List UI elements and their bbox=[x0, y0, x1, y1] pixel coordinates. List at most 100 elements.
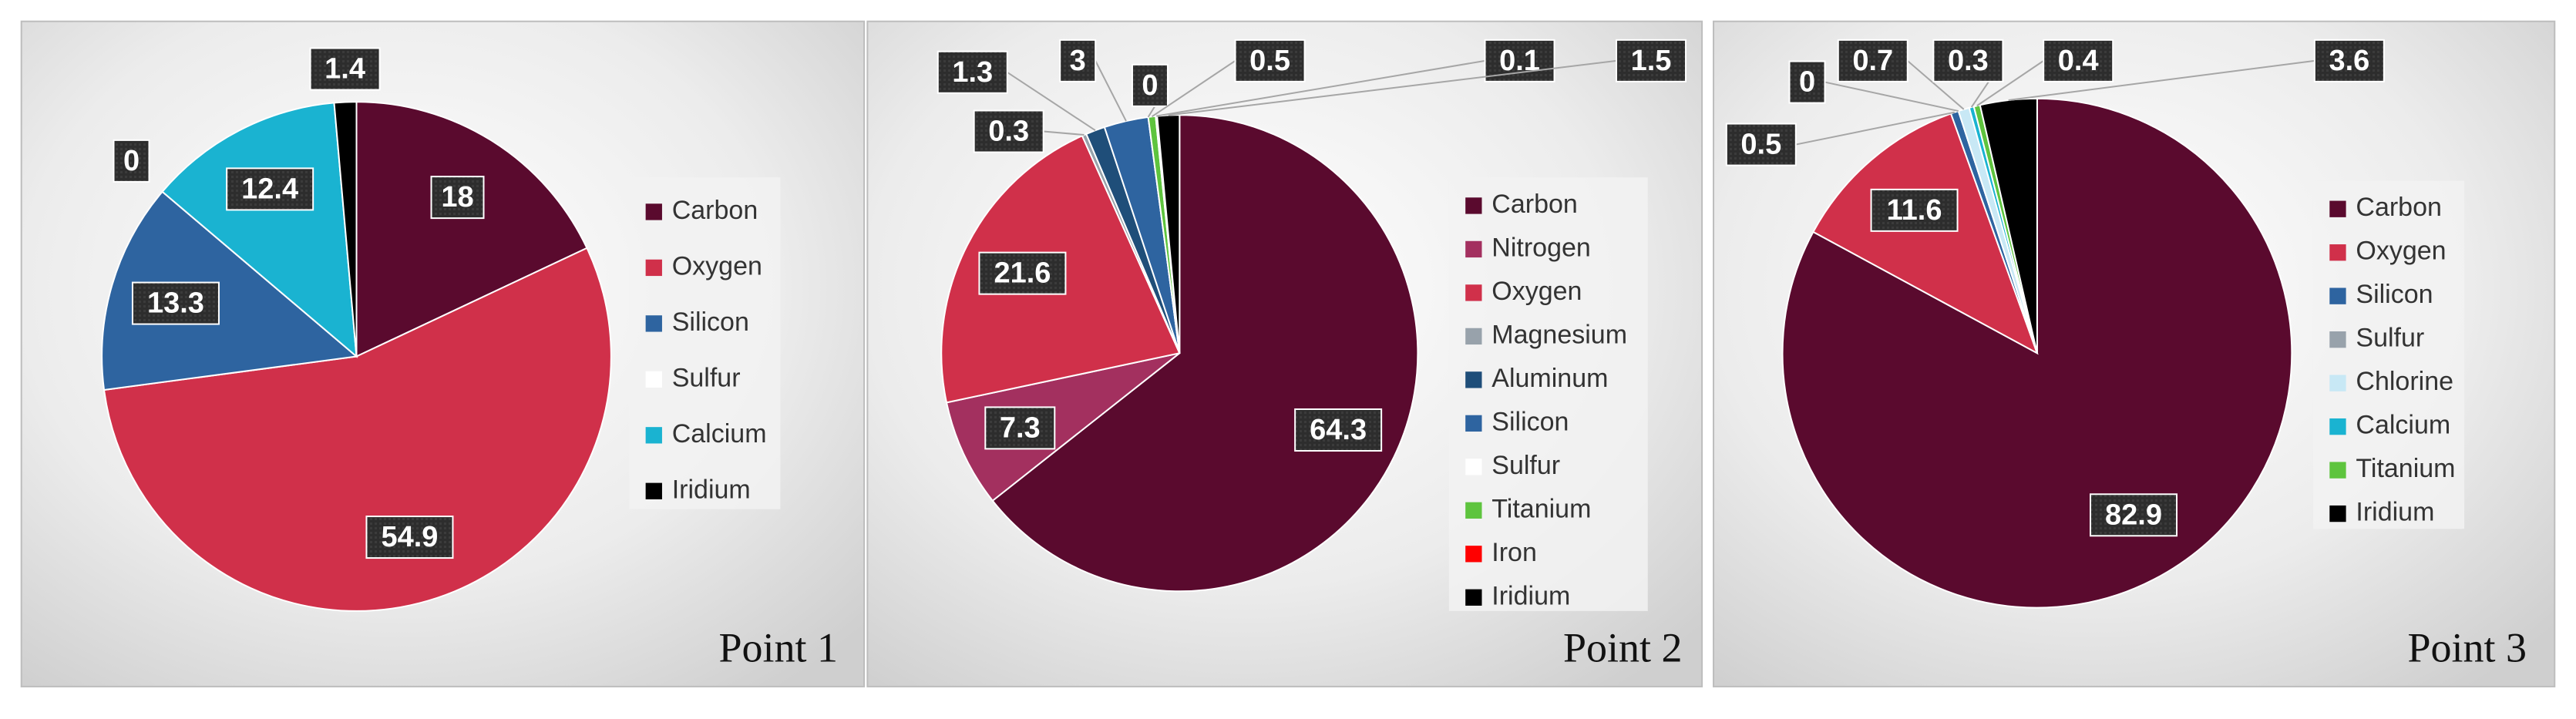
pie-slice bbox=[355, 101, 588, 358]
data-label: 64.3 bbox=[1294, 408, 1383, 452]
legend-label: Carbon bbox=[1491, 190, 1578, 219]
pie-slice bbox=[1812, 113, 2039, 355]
data-label: 1.4 bbox=[309, 47, 381, 91]
data-label-text: 3 bbox=[1070, 45, 1086, 77]
data-label-box bbox=[2090, 493, 2178, 537]
leader-line bbox=[1151, 60, 1236, 118]
data-label-text: 0.5 bbox=[1249, 45, 1290, 77]
data-label-text: 1.4 bbox=[325, 53, 365, 86]
legend-swatch bbox=[645, 315, 662, 332]
legend-label: Oxygen bbox=[1491, 277, 1582, 306]
data-label-text: 0.7 bbox=[1852, 45, 1893, 77]
data-label-box bbox=[973, 109, 1044, 153]
legend-swatch bbox=[2329, 462, 2346, 479]
pie-slice bbox=[101, 190, 358, 391]
legend-label: Nitrogen bbox=[1491, 233, 1591, 262]
leader-line bbox=[1043, 130, 1085, 136]
data-label: 13.3 bbox=[131, 281, 220, 325]
data-label: 0.5 bbox=[1234, 39, 1306, 82]
data-label-text: 13.3 bbox=[147, 287, 204, 320]
pie-slice bbox=[991, 114, 1419, 593]
data-label-text: 64.3 bbox=[1310, 414, 1367, 446]
data-label: 0.7 bbox=[1837, 39, 1908, 82]
legend-swatch bbox=[645, 482, 662, 499]
data-label: 3.6 bbox=[2313, 39, 2385, 82]
legend-label: Carbon bbox=[672, 196, 758, 225]
data-label: 82.9 bbox=[2090, 493, 2178, 537]
data-label-box bbox=[978, 251, 1067, 295]
legend-swatch bbox=[1465, 546, 1482, 563]
data-label-box bbox=[1234, 39, 1306, 82]
legend-label: Iridium bbox=[1491, 581, 1570, 610]
legend-swatch bbox=[1465, 197, 1482, 214]
data-label-box bbox=[226, 167, 314, 211]
data-label: 11.6 bbox=[1870, 188, 1959, 232]
legend-swatch bbox=[1465, 589, 1482, 606]
data-label-box bbox=[1932, 39, 2004, 82]
legend-swatch bbox=[2329, 200, 2346, 217]
legend-label: Magnesium bbox=[1491, 320, 1627, 349]
legend-swatch bbox=[2329, 287, 2346, 304]
leader-line bbox=[1824, 81, 1959, 113]
data-label-box bbox=[2313, 39, 2385, 82]
data-label-text: 0.3 bbox=[1948, 45, 1989, 77]
data-label: 1.5 bbox=[1616, 39, 1687, 82]
panel-title: Point 1 bbox=[718, 625, 838, 671]
data-label-box bbox=[430, 176, 485, 220]
data-label-box bbox=[1725, 123, 1797, 166]
data-label-box bbox=[309, 47, 381, 91]
legend-label: Sulfur bbox=[2356, 324, 2424, 353]
legend-label: Titanium bbox=[1491, 494, 1591, 523]
data-label-box bbox=[2043, 39, 2114, 82]
legend-label: Titanium bbox=[2356, 454, 2455, 483]
data-label: 0.3 bbox=[1932, 39, 2004, 82]
data-label-box bbox=[1788, 60, 1826, 104]
leader-line bbox=[2008, 59, 2315, 101]
data-label-text: 1.5 bbox=[1631, 45, 1672, 77]
data-label: 0 bbox=[1788, 60, 1826, 104]
leader-line bbox=[1156, 59, 1485, 117]
legend-swatch bbox=[2329, 418, 2346, 435]
legend-swatch bbox=[2329, 375, 2346, 391]
legend-label: Sulfur bbox=[672, 363, 741, 392]
data-label: 21.6 bbox=[978, 251, 1067, 295]
legend-label: Iron bbox=[1491, 538, 1537, 567]
legend-swatch bbox=[645, 427, 662, 444]
legend-swatch bbox=[1465, 459, 1482, 475]
data-label-text: 0 bbox=[1142, 69, 1158, 102]
legend-swatch bbox=[1465, 284, 1482, 301]
legend-swatch bbox=[645, 259, 662, 277]
legend-swatch bbox=[1465, 371, 1482, 388]
data-label: 0.3 bbox=[973, 109, 1044, 153]
legend-label: Iridium bbox=[2356, 498, 2434, 527]
data-label: 1.3 bbox=[937, 50, 1008, 94]
data-label-box bbox=[1616, 39, 1687, 82]
leader-line bbox=[1007, 71, 1096, 132]
data-label: 0 bbox=[1131, 63, 1169, 107]
pie-slice bbox=[333, 101, 358, 357]
data-label-text: 21.6 bbox=[994, 257, 1051, 290]
data-label-text: 3.6 bbox=[2329, 45, 2369, 77]
data-label: 0.4 bbox=[2043, 39, 2114, 82]
data-label-box bbox=[131, 281, 220, 325]
data-label-box bbox=[365, 516, 454, 559]
data-label-box bbox=[1837, 39, 1908, 82]
data-label-text: 1.3 bbox=[952, 56, 993, 89]
legend-label: Silicon bbox=[2356, 280, 2433, 309]
data-label-box bbox=[113, 139, 150, 183]
legend-label: Calcium bbox=[672, 419, 767, 449]
legend-label: Carbon bbox=[2356, 193, 2442, 222]
legend-swatch bbox=[1465, 240, 1482, 258]
legend-label: Sulfur bbox=[1491, 451, 1560, 480]
data-label: 0 bbox=[113, 139, 150, 183]
data-label-text: 12.4 bbox=[241, 173, 298, 205]
data-label-box bbox=[984, 406, 1056, 450]
pie-slice bbox=[945, 352, 1180, 502]
leader-line bbox=[1795, 111, 1956, 146]
data-label-text: 0 bbox=[1799, 66, 1815, 99]
panel-title: Point 2 bbox=[1563, 625, 1683, 671]
data-label-box bbox=[1059, 39, 1097, 82]
data-label-box bbox=[1131, 63, 1169, 107]
legend-label: Oxygen bbox=[2356, 237, 2446, 266]
